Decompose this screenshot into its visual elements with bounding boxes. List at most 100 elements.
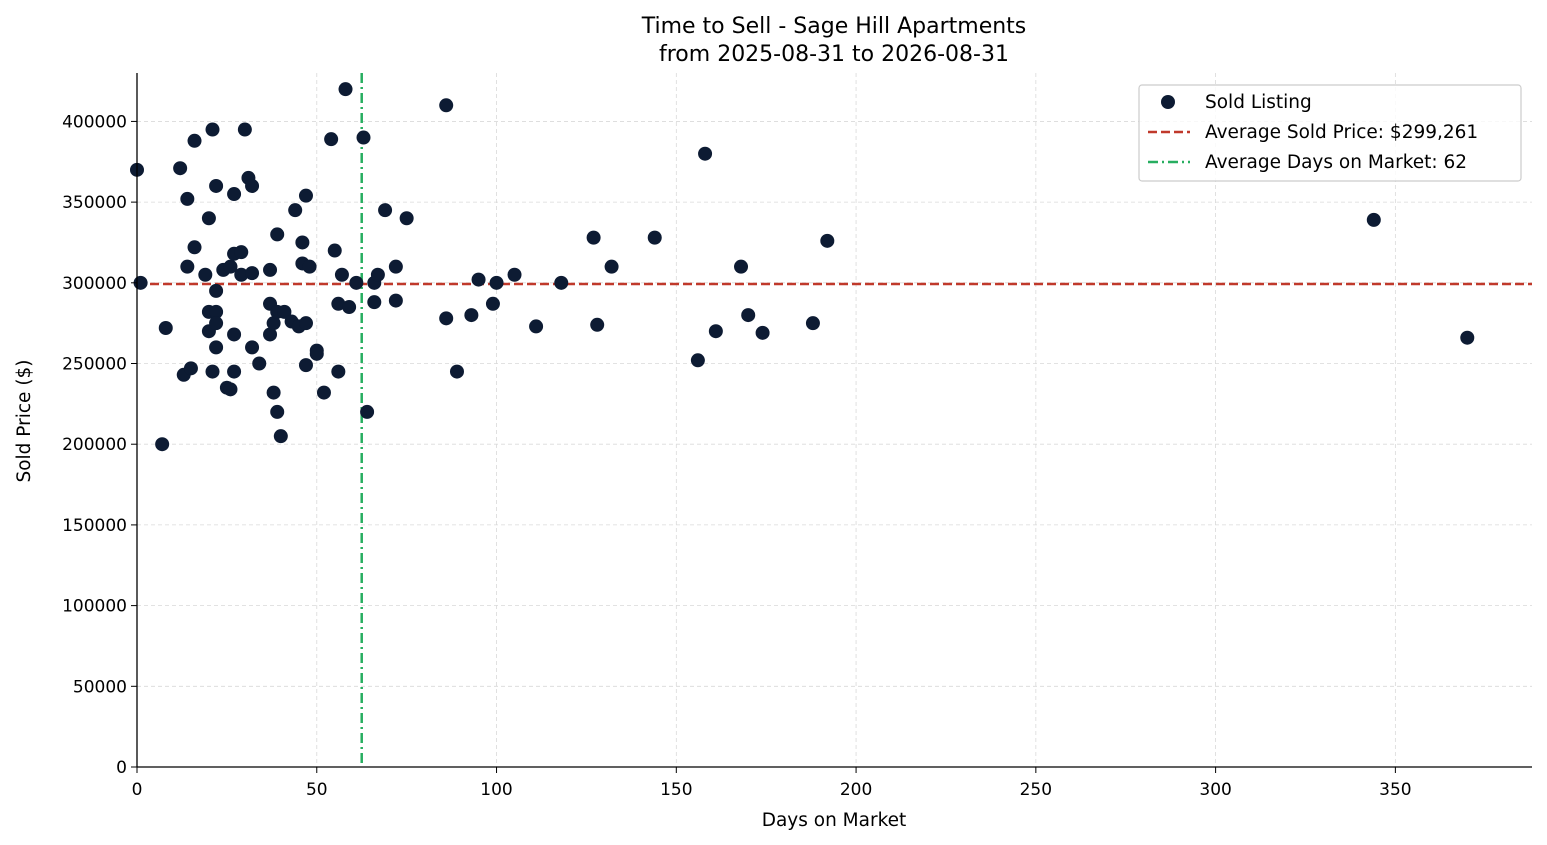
y-tick-label: 50000 xyxy=(73,677,127,697)
data-point xyxy=(266,385,281,400)
data-point xyxy=(331,296,346,311)
tick-labels: 0 50 100 150 200 250 300 350 0 50000 100000 150000 2… xyxy=(62,112,1412,800)
y-tick-label: 200000 xyxy=(62,435,127,455)
data-point xyxy=(155,437,170,452)
data-points xyxy=(130,82,1475,452)
data-point xyxy=(734,259,749,274)
data-point xyxy=(1366,212,1381,227)
data-point xyxy=(698,146,713,161)
data-point xyxy=(237,122,252,137)
y-tick-label: 300000 xyxy=(62,274,127,294)
data-point xyxy=(586,230,601,245)
data-point xyxy=(342,300,357,315)
data-point xyxy=(198,267,213,282)
data-point xyxy=(324,132,339,147)
data-point xyxy=(205,364,220,379)
x-tick-label: 200 xyxy=(840,780,872,800)
data-point xyxy=(205,122,220,137)
data-point xyxy=(604,259,619,274)
x-axis-label: Days on Market xyxy=(762,810,907,831)
y-tick-label: 100000 xyxy=(62,597,127,617)
data-point xyxy=(187,133,202,148)
data-point xyxy=(270,227,285,242)
y-tick-label: 0 xyxy=(116,758,127,778)
data-point xyxy=(349,275,364,290)
data-point xyxy=(367,295,382,310)
data-point xyxy=(464,308,479,323)
y-tick-label: 350000 xyxy=(62,193,127,213)
axes xyxy=(131,73,1532,773)
data-point xyxy=(529,319,544,334)
data-point xyxy=(266,316,281,331)
data-point xyxy=(227,187,242,202)
x-tick-label: 150 xyxy=(660,780,692,800)
chart-title: Time to Sell - Sage Hill Apartments xyxy=(641,14,1027,39)
data-point xyxy=(223,382,238,397)
data-point xyxy=(388,259,403,274)
data-point xyxy=(360,404,375,419)
data-point xyxy=(356,130,371,145)
y-tick-label: 150000 xyxy=(62,516,127,536)
data-point xyxy=(209,178,224,193)
data-point xyxy=(209,283,224,298)
data-point xyxy=(227,327,242,342)
data-point xyxy=(489,275,504,290)
data-point xyxy=(252,356,267,371)
data-point xyxy=(309,346,324,361)
data-point xyxy=(302,259,317,274)
data-point xyxy=(1460,330,1475,345)
data-point xyxy=(741,308,756,323)
data-point xyxy=(183,361,198,376)
data-point xyxy=(805,316,820,331)
data-point xyxy=(298,358,313,373)
data-point xyxy=(273,429,288,444)
data-point xyxy=(554,275,569,290)
data-point xyxy=(209,304,224,319)
data-point xyxy=(327,243,342,258)
data-point xyxy=(263,262,278,277)
data-point xyxy=(690,353,705,368)
legend-label-sold-listing: Sold Listing xyxy=(1205,92,1312,113)
data-point xyxy=(158,321,173,336)
data-point xyxy=(263,327,278,342)
y-tick-label: 400000 xyxy=(62,112,127,132)
x-tick-label: 300 xyxy=(1199,780,1231,800)
data-point xyxy=(245,178,260,193)
data-point xyxy=(298,316,313,331)
data-point xyxy=(590,317,605,332)
data-point xyxy=(378,203,393,218)
data-point xyxy=(507,267,522,282)
data-point xyxy=(820,233,835,248)
data-point xyxy=(331,364,346,379)
chart-subtitle: from 2025-08-31 to 2026-08-31 xyxy=(659,42,1009,67)
data-point xyxy=(245,340,260,355)
data-point xyxy=(277,304,292,319)
data-point xyxy=(245,266,260,281)
data-point xyxy=(439,311,454,326)
data-point xyxy=(288,203,303,218)
legend-label-avg-days: Average Days on Market: 62 xyxy=(1205,152,1467,173)
x-tick-label: 350 xyxy=(1379,780,1411,800)
data-point xyxy=(223,259,238,274)
data-point xyxy=(234,245,249,260)
data-point xyxy=(334,267,349,282)
legend: Sold Listing Average Sold Price: $299,26… xyxy=(1138,84,1522,182)
data-point xyxy=(708,324,723,339)
data-point xyxy=(209,340,224,355)
legend-box xyxy=(1138,84,1522,182)
y-axis-label: Sold Price ($) xyxy=(14,359,35,482)
data-point xyxy=(173,161,188,176)
data-point xyxy=(180,191,195,206)
data-point xyxy=(338,82,353,97)
y-tick-label: 250000 xyxy=(62,355,127,375)
data-point xyxy=(270,404,285,419)
legend-label-avg-price: Average Sold Price: $299,261 xyxy=(1205,122,1478,143)
data-point xyxy=(316,385,331,400)
data-point xyxy=(370,267,385,282)
x-tick-label: 250 xyxy=(1020,780,1052,800)
data-point xyxy=(485,296,500,311)
data-point xyxy=(201,211,216,226)
data-point xyxy=(187,240,202,255)
data-point xyxy=(180,259,195,274)
